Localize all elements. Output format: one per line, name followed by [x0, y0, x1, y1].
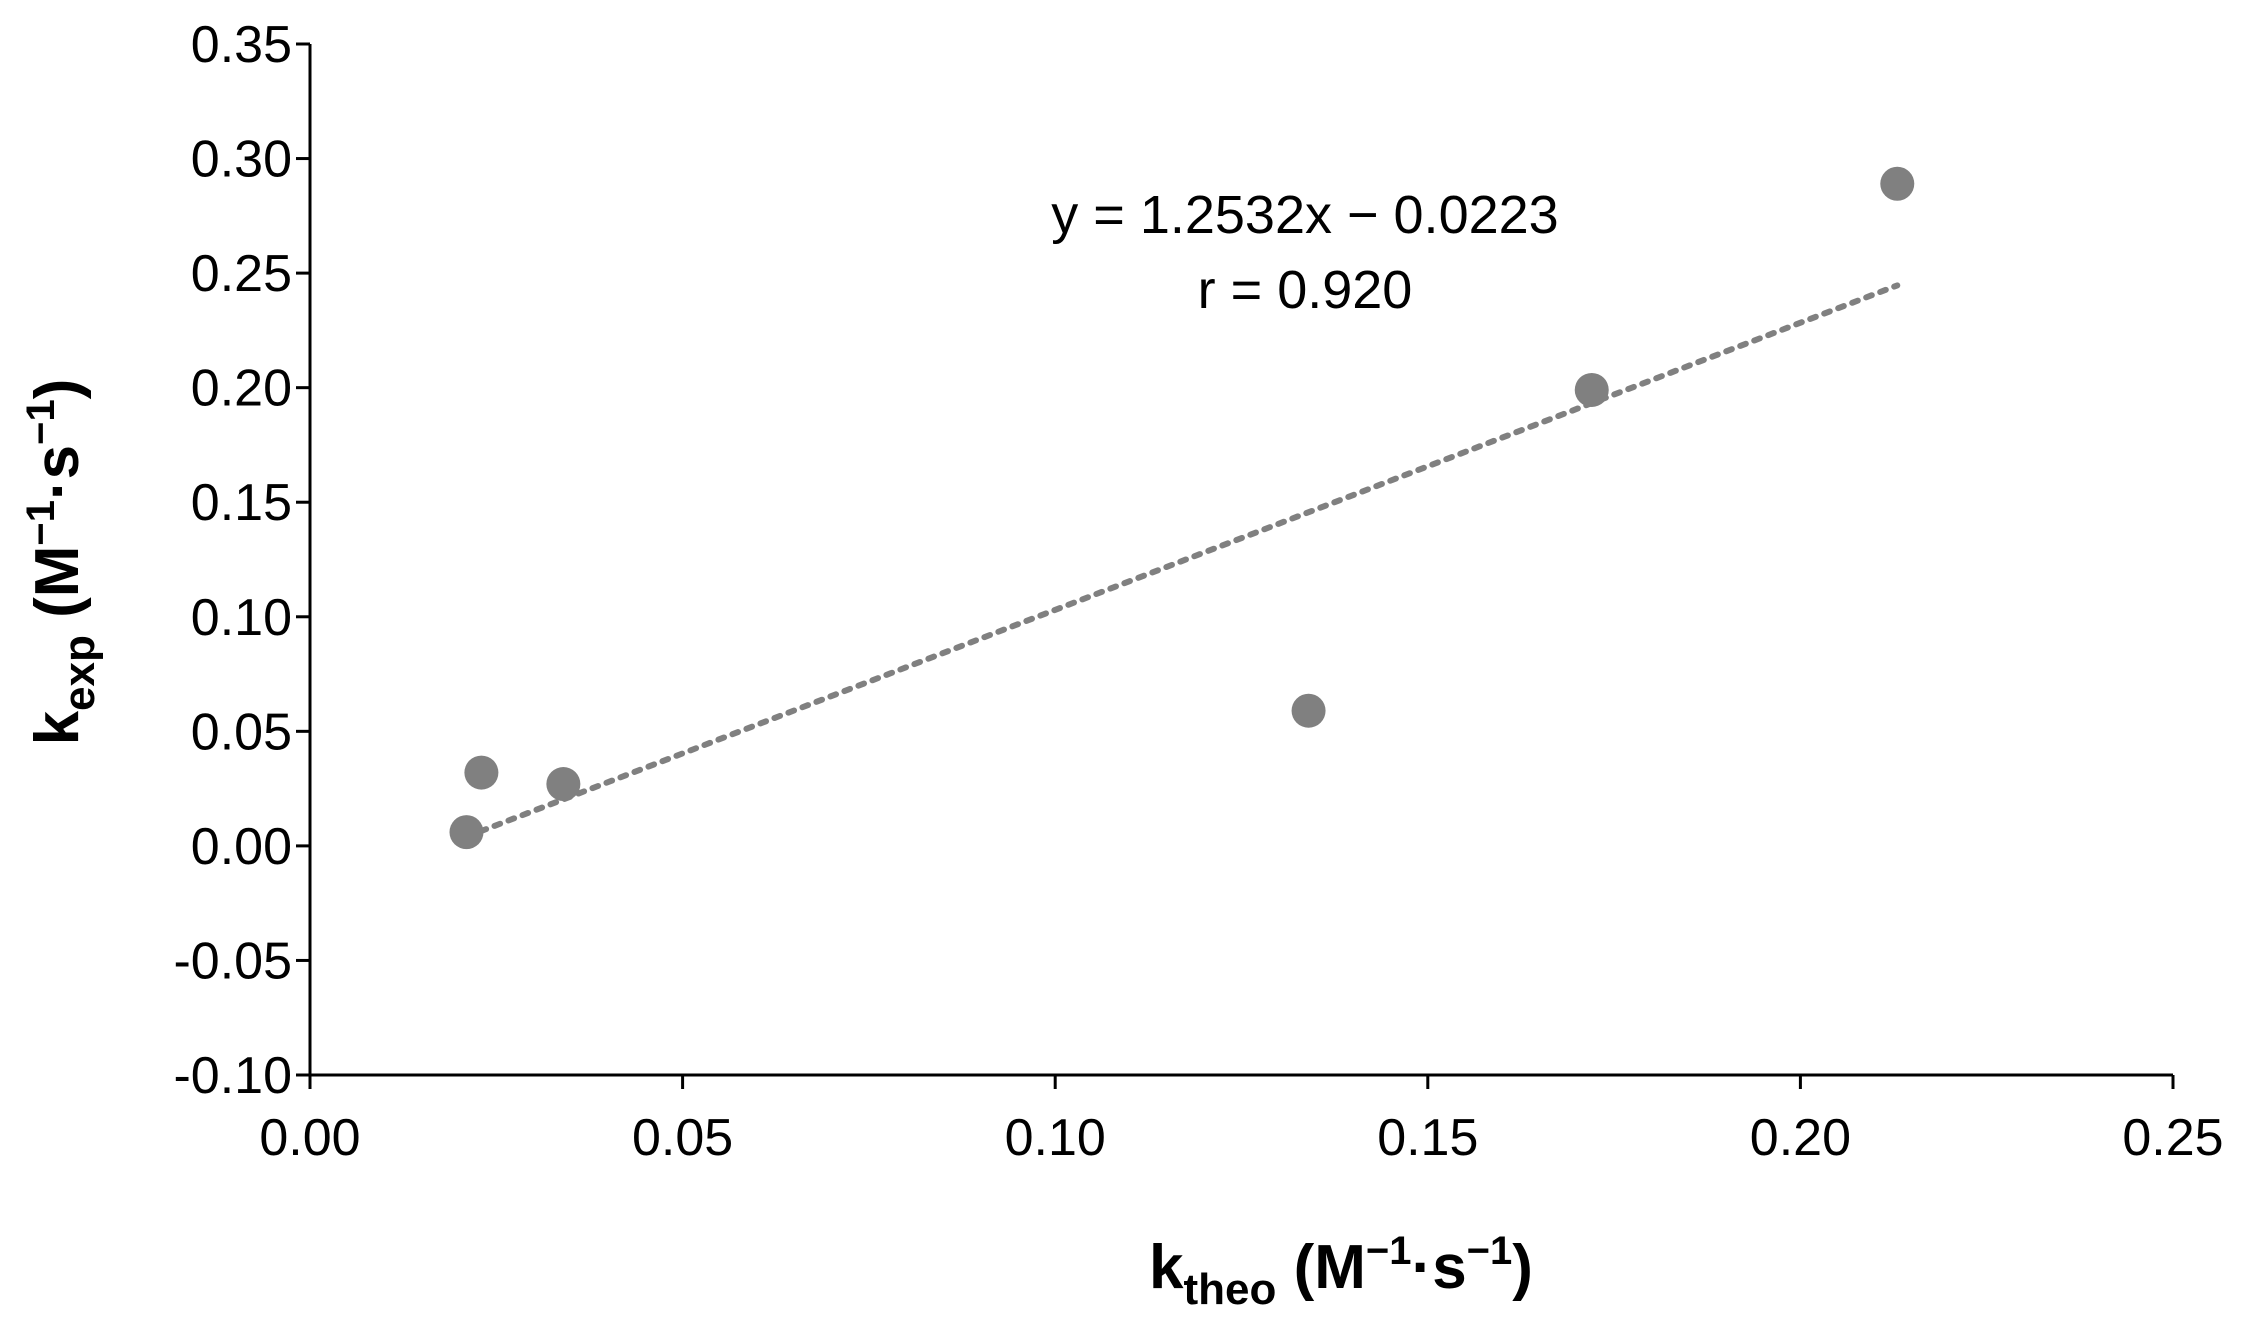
- y-tick-label: -0.05: [173, 932, 292, 990]
- y-tick-label: 0.20: [191, 360, 292, 418]
- y-axis-title-unit-close: ): [23, 379, 92, 400]
- y-axis-title-sub: exp: [55, 635, 104, 711]
- x-axis-title-unit-mid: ·s: [1412, 1233, 1467, 1302]
- x-tick-label: 0.15: [1377, 1109, 1478, 1167]
- y-tick-label: 0.10: [191, 589, 292, 647]
- y-tick-label: 0.30: [191, 131, 292, 189]
- data-point: [546, 767, 581, 802]
- x-axis-title-sup1: −1: [1366, 1229, 1412, 1273]
- x-axis-title-main: k: [1149, 1233, 1184, 1302]
- y-tick-label: -0.10: [173, 1047, 292, 1105]
- trendline: [463, 282, 1901, 840]
- y-axis-title-unit-mid: ·s: [23, 445, 92, 500]
- x-tick-label: 0.10: [1005, 1109, 1106, 1167]
- x-axis-title-sup2: −1: [1467, 1229, 1513, 1273]
- data-points: [449, 166, 1915, 850]
- equation-label: y = 1.2532x − 0.0223: [1051, 185, 1558, 245]
- data-point: [1574, 372, 1609, 407]
- x-axis-title-sub: theo: [1184, 1265, 1277, 1314]
- y-axis-title: kexp (M−1·s−1): [19, 379, 104, 746]
- y-axis-title-main: k: [23, 710, 92, 745]
- x-axis-title: ktheo (M−1·s−1): [1149, 1229, 1533, 1314]
- x-axis-title-unit-open: (M: [1276, 1233, 1366, 1302]
- y-axis-title-unit-open: (M: [23, 546, 92, 636]
- data-point: [464, 755, 499, 790]
- x-tick-label: 0.05: [632, 1109, 733, 1167]
- x-tick-label: 0.20: [1750, 1109, 1851, 1167]
- y-ticks: -0.10 -0.05 0.00 0.05 0.10 0.15 0.20 0.25 0.30 0.…: [173, 16, 310, 1105]
- y-tick-label: 0.05: [191, 703, 292, 761]
- data-point: [1291, 693, 1326, 728]
- y-tick-label: 0.35: [191, 16, 292, 74]
- y-tick-label: 0.00: [191, 818, 292, 876]
- y-tick-label: 0.15: [191, 474, 292, 532]
- y-tick-label: 0.25: [191, 245, 292, 303]
- x-ticks: 0.00 0.05 0.10 0.15 0.20 0.25: [259, 1075, 2224, 1167]
- x-tick-label: 0.00: [259, 1109, 360, 1167]
- y-axis-title-sup1: −1: [19, 500, 63, 546]
- r-value-label: r = 0.920: [1198, 260, 1413, 320]
- data-point: [449, 815, 484, 850]
- data-point: [1880, 166, 1915, 201]
- x-tick-label: 0.25: [2122, 1109, 2223, 1167]
- y-axis-title-sup2: −1: [19, 399, 63, 445]
- axes: -0.10 -0.05 0.00 0.05 0.10 0.15 0.20 0.25 0.30 0.…: [173, 16, 2223, 1167]
- x-axis-title-unit-close: ): [1512, 1233, 1533, 1302]
